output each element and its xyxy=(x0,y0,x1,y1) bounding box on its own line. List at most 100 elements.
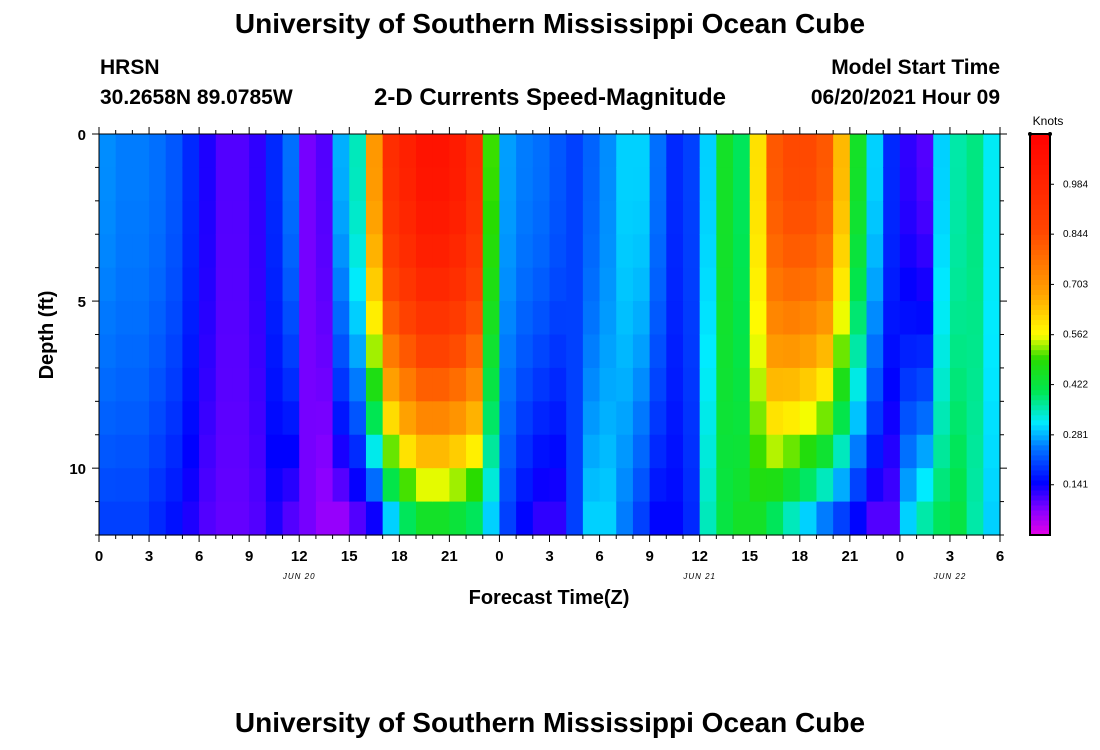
heatmap-cell xyxy=(566,334,584,369)
colorbar-segment xyxy=(1030,344,1050,351)
heatmap-cell xyxy=(616,334,634,369)
heatmap-cell xyxy=(983,334,1001,369)
date-label: JUN 20 xyxy=(282,572,316,581)
heatmap-cell xyxy=(699,167,717,202)
heatmap-cell xyxy=(716,134,734,169)
heatmap-cell xyxy=(232,200,250,235)
heatmap-cell xyxy=(249,301,267,336)
heatmap-cell xyxy=(365,367,384,402)
colorbar-segment xyxy=(1030,244,1050,250)
heatmap-cell xyxy=(199,501,217,536)
heatmap-cell xyxy=(482,401,501,436)
heatmap-cell xyxy=(299,501,317,536)
heatmap-cell xyxy=(866,167,884,202)
colorbar: 0.984 0.844 0.703 0.562 0.422 0.281 0.141 xyxy=(1028,132,1088,536)
heatmap-cell xyxy=(299,301,317,336)
heatmap-cell xyxy=(816,134,834,169)
heatmap-cell xyxy=(349,267,367,302)
heatmap-cell xyxy=(649,301,667,336)
colorbar-segment xyxy=(1030,514,1050,521)
heatmap-cell xyxy=(766,267,784,302)
heatmap-cell xyxy=(416,501,434,536)
colorbar-segment xyxy=(1030,144,1050,150)
heatmap-cell xyxy=(966,334,984,369)
heatmap-cell xyxy=(249,167,267,202)
heatmap-cell xyxy=(382,501,400,536)
heatmap-cell xyxy=(432,200,450,235)
heatmap-cell xyxy=(716,200,734,235)
colorbar-segment xyxy=(1030,424,1050,431)
heatmap-cell xyxy=(816,200,834,235)
heatmap-cell xyxy=(883,200,901,235)
heatmap-cell xyxy=(749,234,768,269)
heatmap-cells xyxy=(99,134,1001,536)
heatmap-cell xyxy=(449,200,467,235)
heatmap-cell xyxy=(566,367,584,402)
heatmap-cell xyxy=(416,267,434,302)
heatmap-cell xyxy=(966,367,984,402)
heatmap-cell xyxy=(866,434,884,469)
heatmap-cell xyxy=(849,234,868,269)
heatmap-cell xyxy=(299,200,317,235)
heatmap-cell xyxy=(549,434,567,469)
heatmap-cell xyxy=(432,234,450,269)
heatmap-cell xyxy=(215,200,234,235)
heatmap-cell xyxy=(215,401,234,436)
heatmap-cell xyxy=(833,501,851,536)
date-label: JUN 21 xyxy=(682,572,716,581)
heatmap-cell xyxy=(899,367,918,402)
heatmap-cell xyxy=(666,234,684,269)
heatmap-cell xyxy=(682,468,701,503)
station-name: HRSN xyxy=(100,56,160,79)
heatmap-cell xyxy=(282,501,300,536)
heatmap-cell xyxy=(532,367,551,402)
heatmap-cell xyxy=(866,334,884,369)
heatmap-cell xyxy=(165,334,184,369)
heatmap-cell xyxy=(833,234,851,269)
heatmap-cell xyxy=(799,134,818,169)
heatmap-cell xyxy=(466,367,484,402)
heatmap-cell xyxy=(165,301,184,336)
colorbar-segment xyxy=(1030,359,1050,366)
heatmap-cell xyxy=(816,301,834,336)
heatmap-cell xyxy=(549,334,567,369)
heatmap-cell xyxy=(466,234,484,269)
heatmap-cell xyxy=(599,367,617,402)
colorbar-segment xyxy=(1030,384,1050,391)
x-tick-label: 0 xyxy=(495,548,503,565)
heatmap-cell xyxy=(716,267,734,302)
heatmap-cell xyxy=(315,134,334,169)
heatmap-cell xyxy=(132,367,150,402)
colorbar-segment xyxy=(1030,319,1050,326)
heatmap-cell xyxy=(849,468,868,503)
heatmap-cell xyxy=(549,167,567,202)
colorbar-segment xyxy=(1030,134,1050,140)
heatmap-cell xyxy=(115,301,133,336)
heatmap-cell xyxy=(249,501,267,536)
colorbar-segment xyxy=(1030,369,1050,376)
colorbar-segment xyxy=(1030,274,1050,280)
x-tick-label: 3 xyxy=(145,548,153,565)
heatmap-cell xyxy=(949,401,968,436)
heatmap-cell xyxy=(599,134,617,169)
heatmap-cell xyxy=(599,468,617,503)
heatmap-cell xyxy=(99,468,117,503)
heatmap-cell xyxy=(282,301,300,336)
heatmap-cell xyxy=(182,401,200,436)
heatmap-cell xyxy=(883,434,901,469)
heatmap-cell xyxy=(382,234,400,269)
heatmap-cell xyxy=(916,200,934,235)
colorbar-segment xyxy=(1030,429,1050,436)
heatmap-cell xyxy=(349,334,367,369)
heatmap-cell xyxy=(666,401,684,436)
heatmap-cell xyxy=(99,334,117,369)
heatmap-cell xyxy=(649,501,667,536)
page-title-bottom: University of Southern Mississippi Ocean… xyxy=(234,707,866,738)
heatmap-cell xyxy=(182,234,200,269)
heatmap-cell xyxy=(699,468,717,503)
heatmap-cell xyxy=(616,367,634,402)
colorbar-segment xyxy=(1030,324,1050,331)
heatmap-cell xyxy=(582,334,601,369)
heatmap-cell xyxy=(966,200,984,235)
heatmap-cell xyxy=(182,267,200,302)
